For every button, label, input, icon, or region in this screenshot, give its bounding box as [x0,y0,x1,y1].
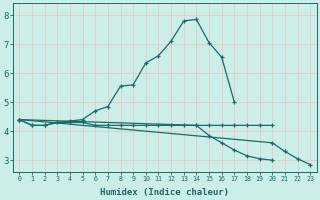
X-axis label: Humidex (Indice chaleur): Humidex (Indice chaleur) [100,188,229,197]
